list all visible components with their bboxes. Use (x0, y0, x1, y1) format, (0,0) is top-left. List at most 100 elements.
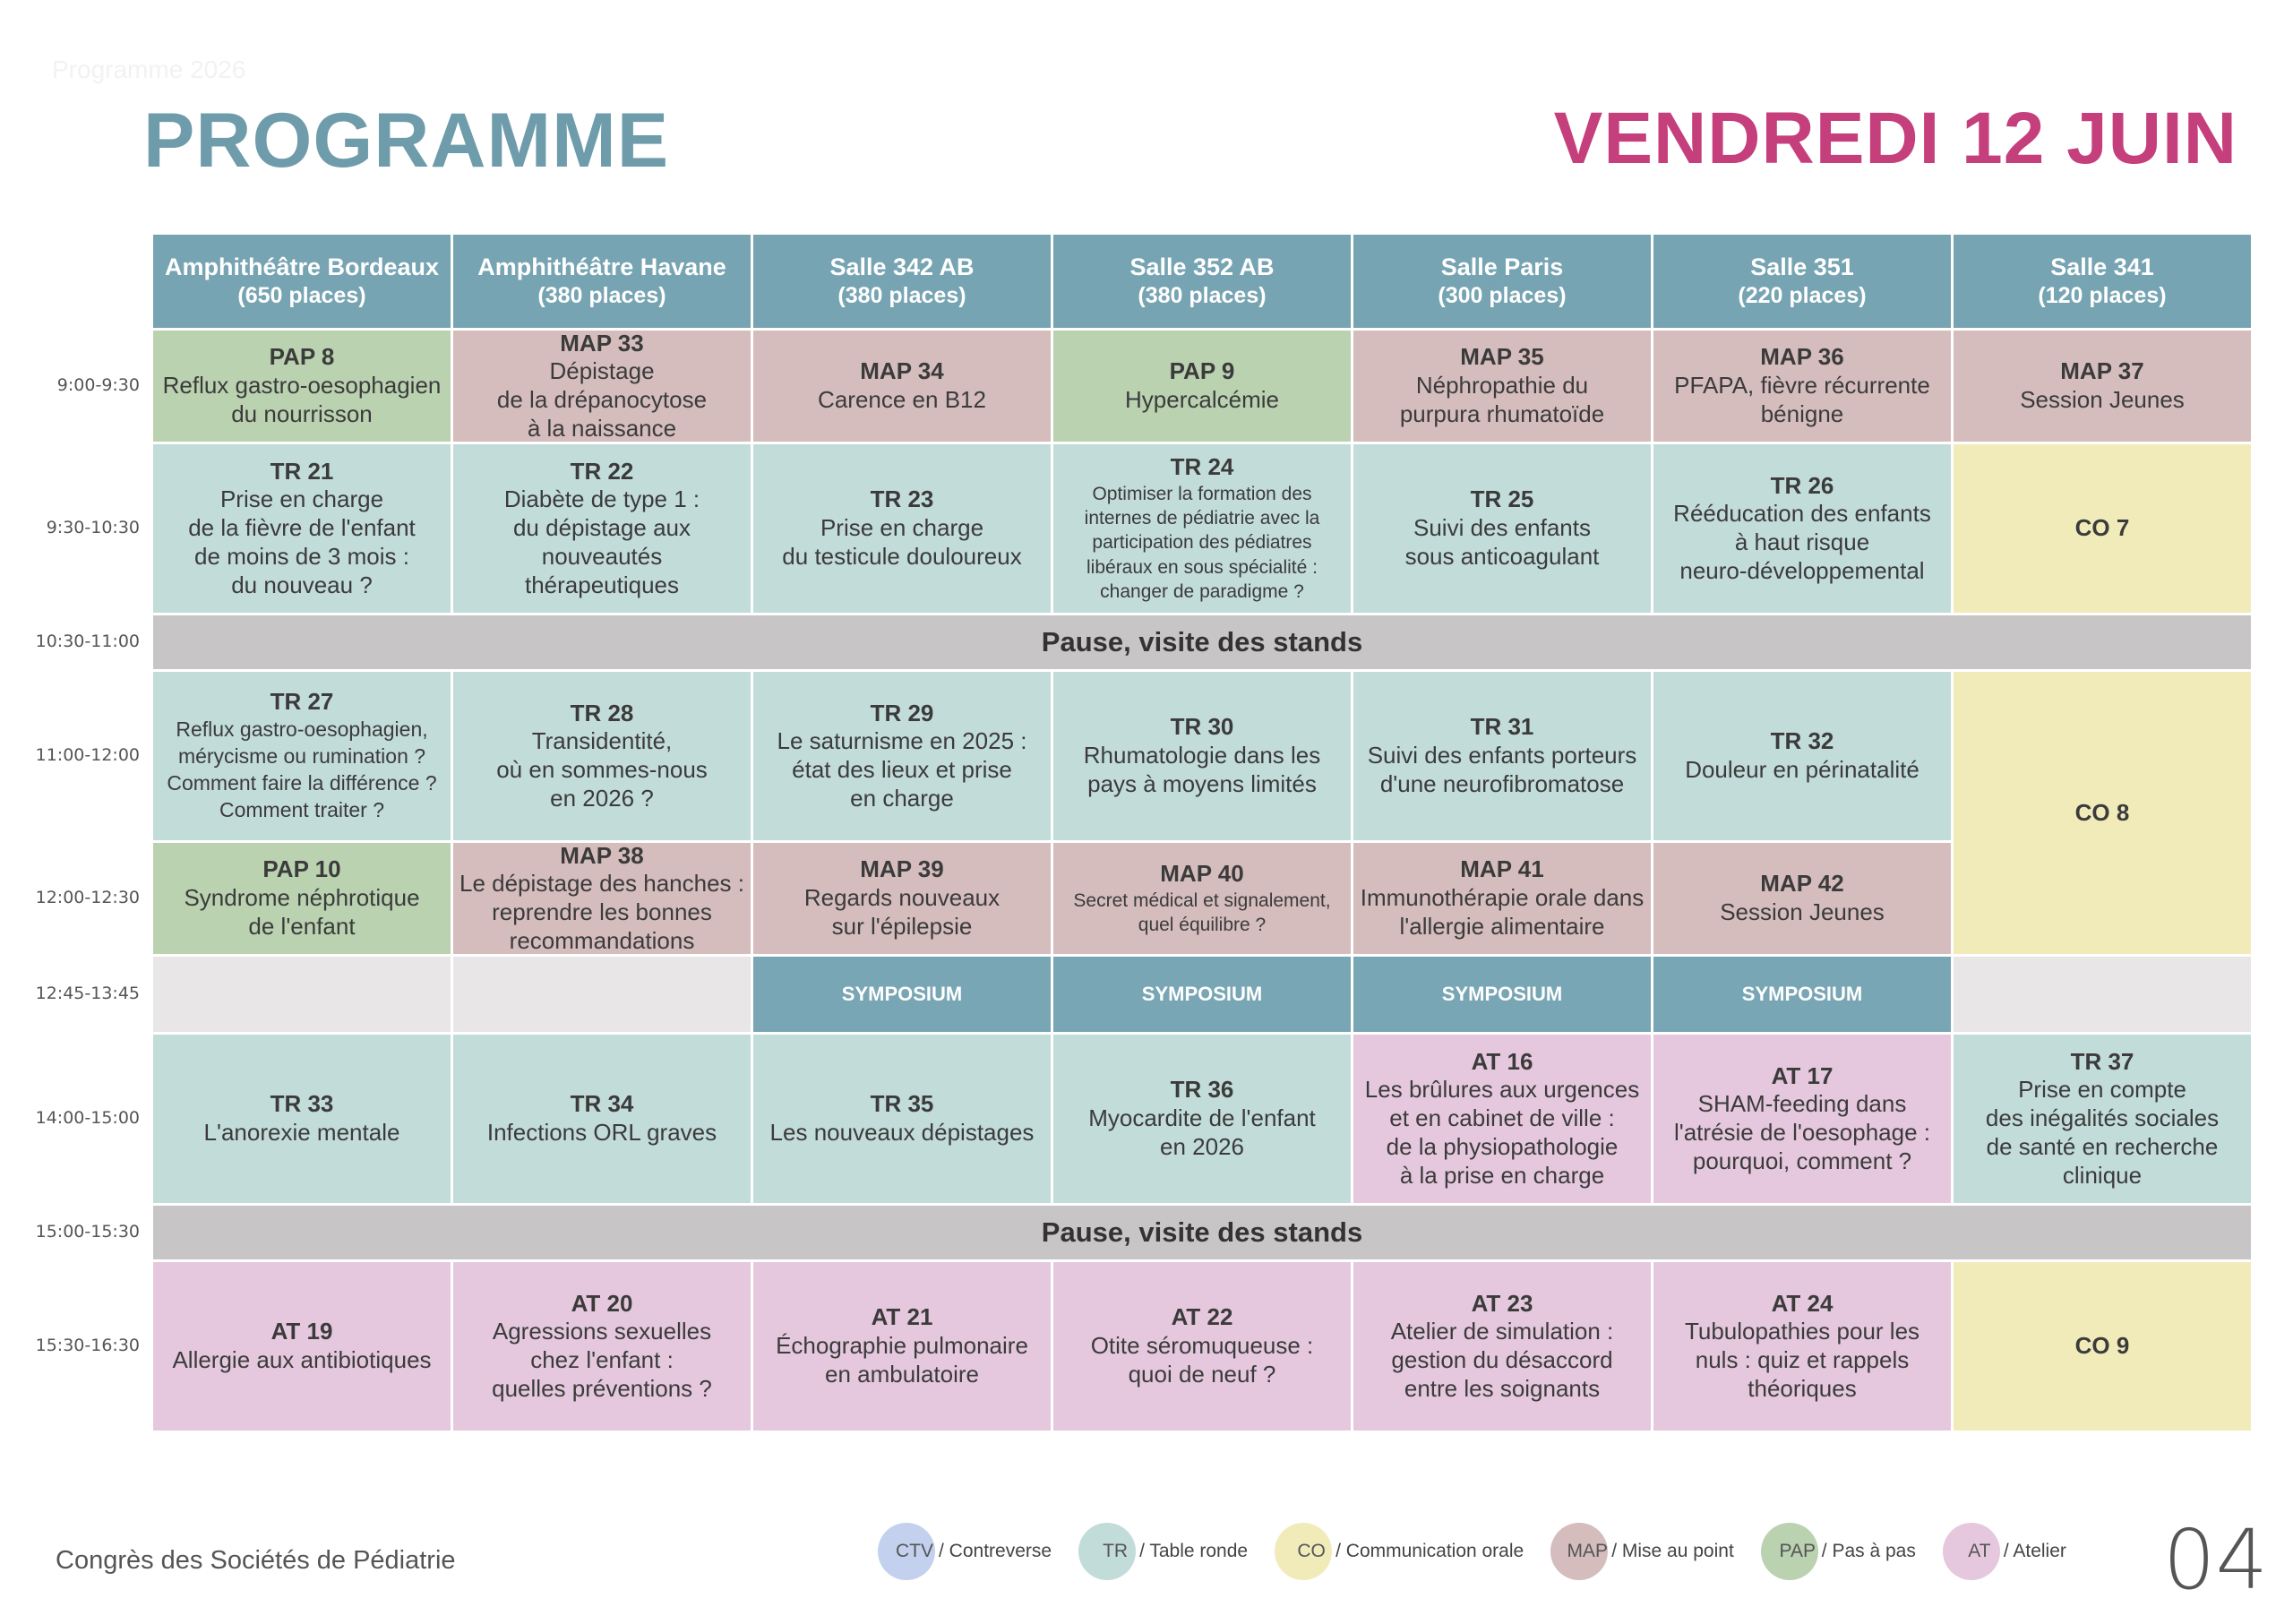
session-cell[interactable]: MAP 41 Immunothérapie orale dans l'allerg… (1353, 843, 1651, 954)
session-code: TR 23 (870, 485, 934, 513)
room-header: Salle Paris (300 places) (1353, 235, 1651, 328)
time-label: 12:00-12:30 (35, 888, 140, 908)
session-title: Rééducation des enfants à haut risque ne… (1673, 500, 1931, 584)
legend-label: / Pas à pas (1821, 1541, 1916, 1561)
session-cell[interactable]: AT 16 Les brûlures aux urgences et en cab… (1353, 1035, 1651, 1203)
session-cell[interactable]: TR 24 Optimiser la formation des internes… (1053, 444, 1351, 613)
session-cell[interactable]: TR 28 Transidentité, où en sommes-nous en… (453, 672, 751, 840)
session-cell[interactable]: MAP 37 Session Jeunes (1954, 331, 2251, 442)
session-title: Néphropathie du purpura rhumatoïde (1399, 372, 1605, 427)
session-cell[interactable]: TR 21 Prise en charge de la fièvre de l'e… (153, 444, 451, 613)
session-title: Reflux gastro-oesophagien du nourrisson (162, 372, 442, 427)
session-cell[interactable]: PAP 8 Reflux gastro-oesophagien du nourri… (153, 331, 451, 442)
room-capacity: (300 places) (1438, 283, 1567, 309)
session-code: PAP 10 (262, 855, 341, 883)
session-cell[interactable]: MAP 36 PFAPA, fièvre récurrente bénigne (1653, 331, 1951, 442)
symposium-cell[interactable]: SYMPOSIUM (1653, 957, 1951, 1032)
session-cell[interactable]: PAP 9 Hypercalcémie (1053, 331, 1351, 442)
session-title: Optimiser la formation des internes de p… (1084, 483, 1320, 602)
session-cell[interactable]: MAP 39 Regards nouveaux sur l'épilepsie (753, 843, 1051, 954)
room-capacity: (380 places) (837, 283, 966, 309)
page-number: 04 (2162, 1512, 2268, 1608)
session-cell[interactable]: TR 31 Suivi des enfants porteurs d'une ne… (1353, 672, 1651, 840)
session-cell[interactable]: TR 34 Infections ORL graves (453, 1035, 751, 1203)
session-code: TR 36 (1170, 1076, 1234, 1104)
session-title: Regards nouveaux sur l'épilepsie (803, 884, 1001, 940)
legend-label: / Contreverse (939, 1541, 1052, 1561)
symposium-cell[interactable]: SYMPOSIUM (753, 957, 1051, 1032)
session-title: Douleur en périnatalité (1685, 756, 1919, 783)
session-code: TR 33 (270, 1090, 334, 1118)
session-title: Le dépistage des hanches : reprendre les… (459, 870, 745, 954)
session-title: Les nouveaux dépistages (769, 1119, 1035, 1146)
room-capacity: (650 places) (237, 283, 366, 309)
footer-congress-name: Congrès des Sociétés de Pédiatrie (56, 1546, 456, 1575)
session-cell[interactable]: AT 19 Allergie aux antibiotiques (153, 1262, 451, 1431)
session-cell[interactable]: MAP 34 Carence en B12 (753, 331, 1051, 442)
schedule-grid: Amphithéâtre Bordeaux (650 places) Amphit… (27, 235, 2251, 1431)
session-code: MAP 33 (560, 329, 644, 357)
empty-slot (1954, 957, 2251, 1032)
symposium-cell[interactable]: SYMPOSIUM (1353, 957, 1651, 1032)
session-cell[interactable]: TR 27 Reflux gastro-oesophagien, mérycism… (153, 672, 451, 840)
session-code: TR 27 (270, 688, 334, 716)
session-cell[interactable]: MAP 40 Secret médical et signalement, que… (1053, 843, 1351, 954)
session-cell[interactable]: AT 20 Agressions sexuelles chez l'enfant … (453, 1262, 751, 1431)
session-cell[interactable]: CO 9 (1954, 1262, 2251, 1431)
session-cell[interactable]: MAP 42 Session Jeunes (1653, 843, 1951, 954)
session-title: Infections ORL graves (486, 1119, 717, 1146)
session-cell[interactable]: TR 22 Diabète de type 1 : du dépistage au… (453, 444, 751, 613)
session-cell[interactable]: CO 8 (1954, 672, 2251, 954)
session-cell[interactable]: AT 23 Atelier de simulation : gestion du … (1353, 1262, 1651, 1431)
session-cell[interactable]: AT 24 Tubulopathies pour les nuls : quiz … (1653, 1262, 1951, 1431)
session-cell[interactable]: TR 36 Myocardite de l'enfant en 2026 (1053, 1035, 1351, 1203)
session-title: Tubulopathies pour les nuls : quiz et ra… (1684, 1318, 1920, 1402)
session-code: MAP 41 (1460, 855, 1544, 883)
session-title: PFAPA, fièvre récurrente bénigne (1674, 372, 1930, 427)
session-code: CO 8 (2074, 798, 2130, 826)
legend-abbr: CTV (896, 1541, 933, 1561)
session-cell[interactable]: AT 17 SHAM-feeding dans l'atrésie de l'oe… (1653, 1035, 1951, 1203)
symposium-cell[interactable]: SYMPOSIUM (1053, 957, 1351, 1032)
legend-label: / Table ronde (1139, 1541, 1249, 1561)
session-title: Diabète de type 1 : du dépistage aux nou… (503, 485, 700, 598)
session-cell[interactable]: PAP 10 Syndrome néphrotique de l'enfant (153, 843, 451, 954)
legend-abbr: AT (1968, 1541, 1991, 1561)
room-name: Amphithéâtre Havane (477, 253, 726, 281)
session-cell[interactable]: TR 32 Douleur en périnatalité (1653, 672, 1951, 840)
session-cell[interactable]: TR 37 Prise en compte des inégalités soci… (1954, 1035, 2251, 1203)
empty-slot (153, 957, 451, 1032)
session-cell[interactable]: TR 30 Rhumatologie dans les pays à moyens… (1053, 672, 1351, 840)
session-cell[interactable]: AT 22 Otite séromuqueuse : quoi de neuf ? (1053, 1262, 1351, 1431)
legend-abbr: TR (1103, 1541, 1129, 1561)
session-code: TR 22 (570, 457, 634, 485)
session-cell[interactable]: TR 25 Suivi des enfants sous anticoagulan… (1353, 444, 1651, 613)
time-label: 15:00-15:30 (35, 1222, 140, 1242)
session-cell[interactable]: TR 23 Prise en charge du testicule doulou… (753, 444, 1051, 613)
session-title: Prise en compte des inégalités sociales … (1985, 1076, 2220, 1189)
session-code: CO 7 (2074, 514, 2130, 542)
session-title: Les brûlures aux urgences et en cabinet … (1364, 1076, 1640, 1189)
session-cell[interactable]: CO 7 (1954, 444, 2251, 613)
session-cell[interactable]: TR 26 Rééducation des enfants à haut risq… (1653, 444, 1951, 613)
session-cell[interactable]: TR 35 Les nouveaux dépistages (753, 1035, 1051, 1203)
room-header: Salle 351 (220 places) (1653, 235, 1951, 328)
room-capacity: (380 places) (537, 283, 666, 309)
session-cell[interactable]: TR 33 L'anorexie mentale (153, 1035, 451, 1203)
legend-circle: CO (1275, 1523, 1333, 1580)
session-cell[interactable]: AT 21 Échographie pulmonaire en ambulatoi… (753, 1262, 1051, 1431)
session-code: AT 17 (1771, 1061, 1834, 1089)
session-code: TR 26 (1770, 471, 1834, 499)
legend-abbr: MAP (1567, 1541, 1608, 1561)
legend-circle: PAP (1760, 1523, 1818, 1580)
session-title: Le saturnisme en 2025 : état des lieux e… (777, 727, 1027, 812)
session-cell[interactable]: TR 29 Le saturnisme en 2025 : état des li… (753, 672, 1051, 840)
session-cell[interactable]: MAP 35 Néphropathie du purpura rhumatoïde (1353, 331, 1651, 442)
session-code: AT 23 (1471, 1289, 1533, 1317)
session-title: Immunothérapie orale dans l'allergie ali… (1360, 884, 1645, 940)
session-code: TR 28 (570, 699, 634, 726)
session-code: AT 16 (1471, 1047, 1533, 1075)
session-cell[interactable]: MAP 33 Dépistage de la drépanocytose à la… (453, 329, 751, 442)
session-title: Suivi des enfants sous anticoagulant (1404, 514, 1600, 570)
session-cell[interactable]: MAP 38 Le dépistage des hanches : reprend… (453, 842, 751, 954)
